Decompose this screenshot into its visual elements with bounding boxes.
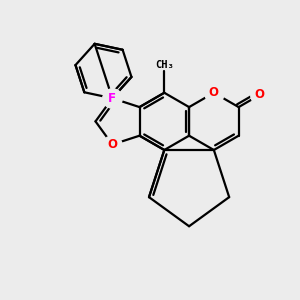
- Text: F: F: [108, 92, 116, 105]
- Text: O: O: [107, 138, 117, 151]
- Text: O: O: [255, 88, 265, 101]
- Text: CH₃: CH₃: [155, 60, 174, 70]
- Text: O: O: [209, 86, 219, 99]
